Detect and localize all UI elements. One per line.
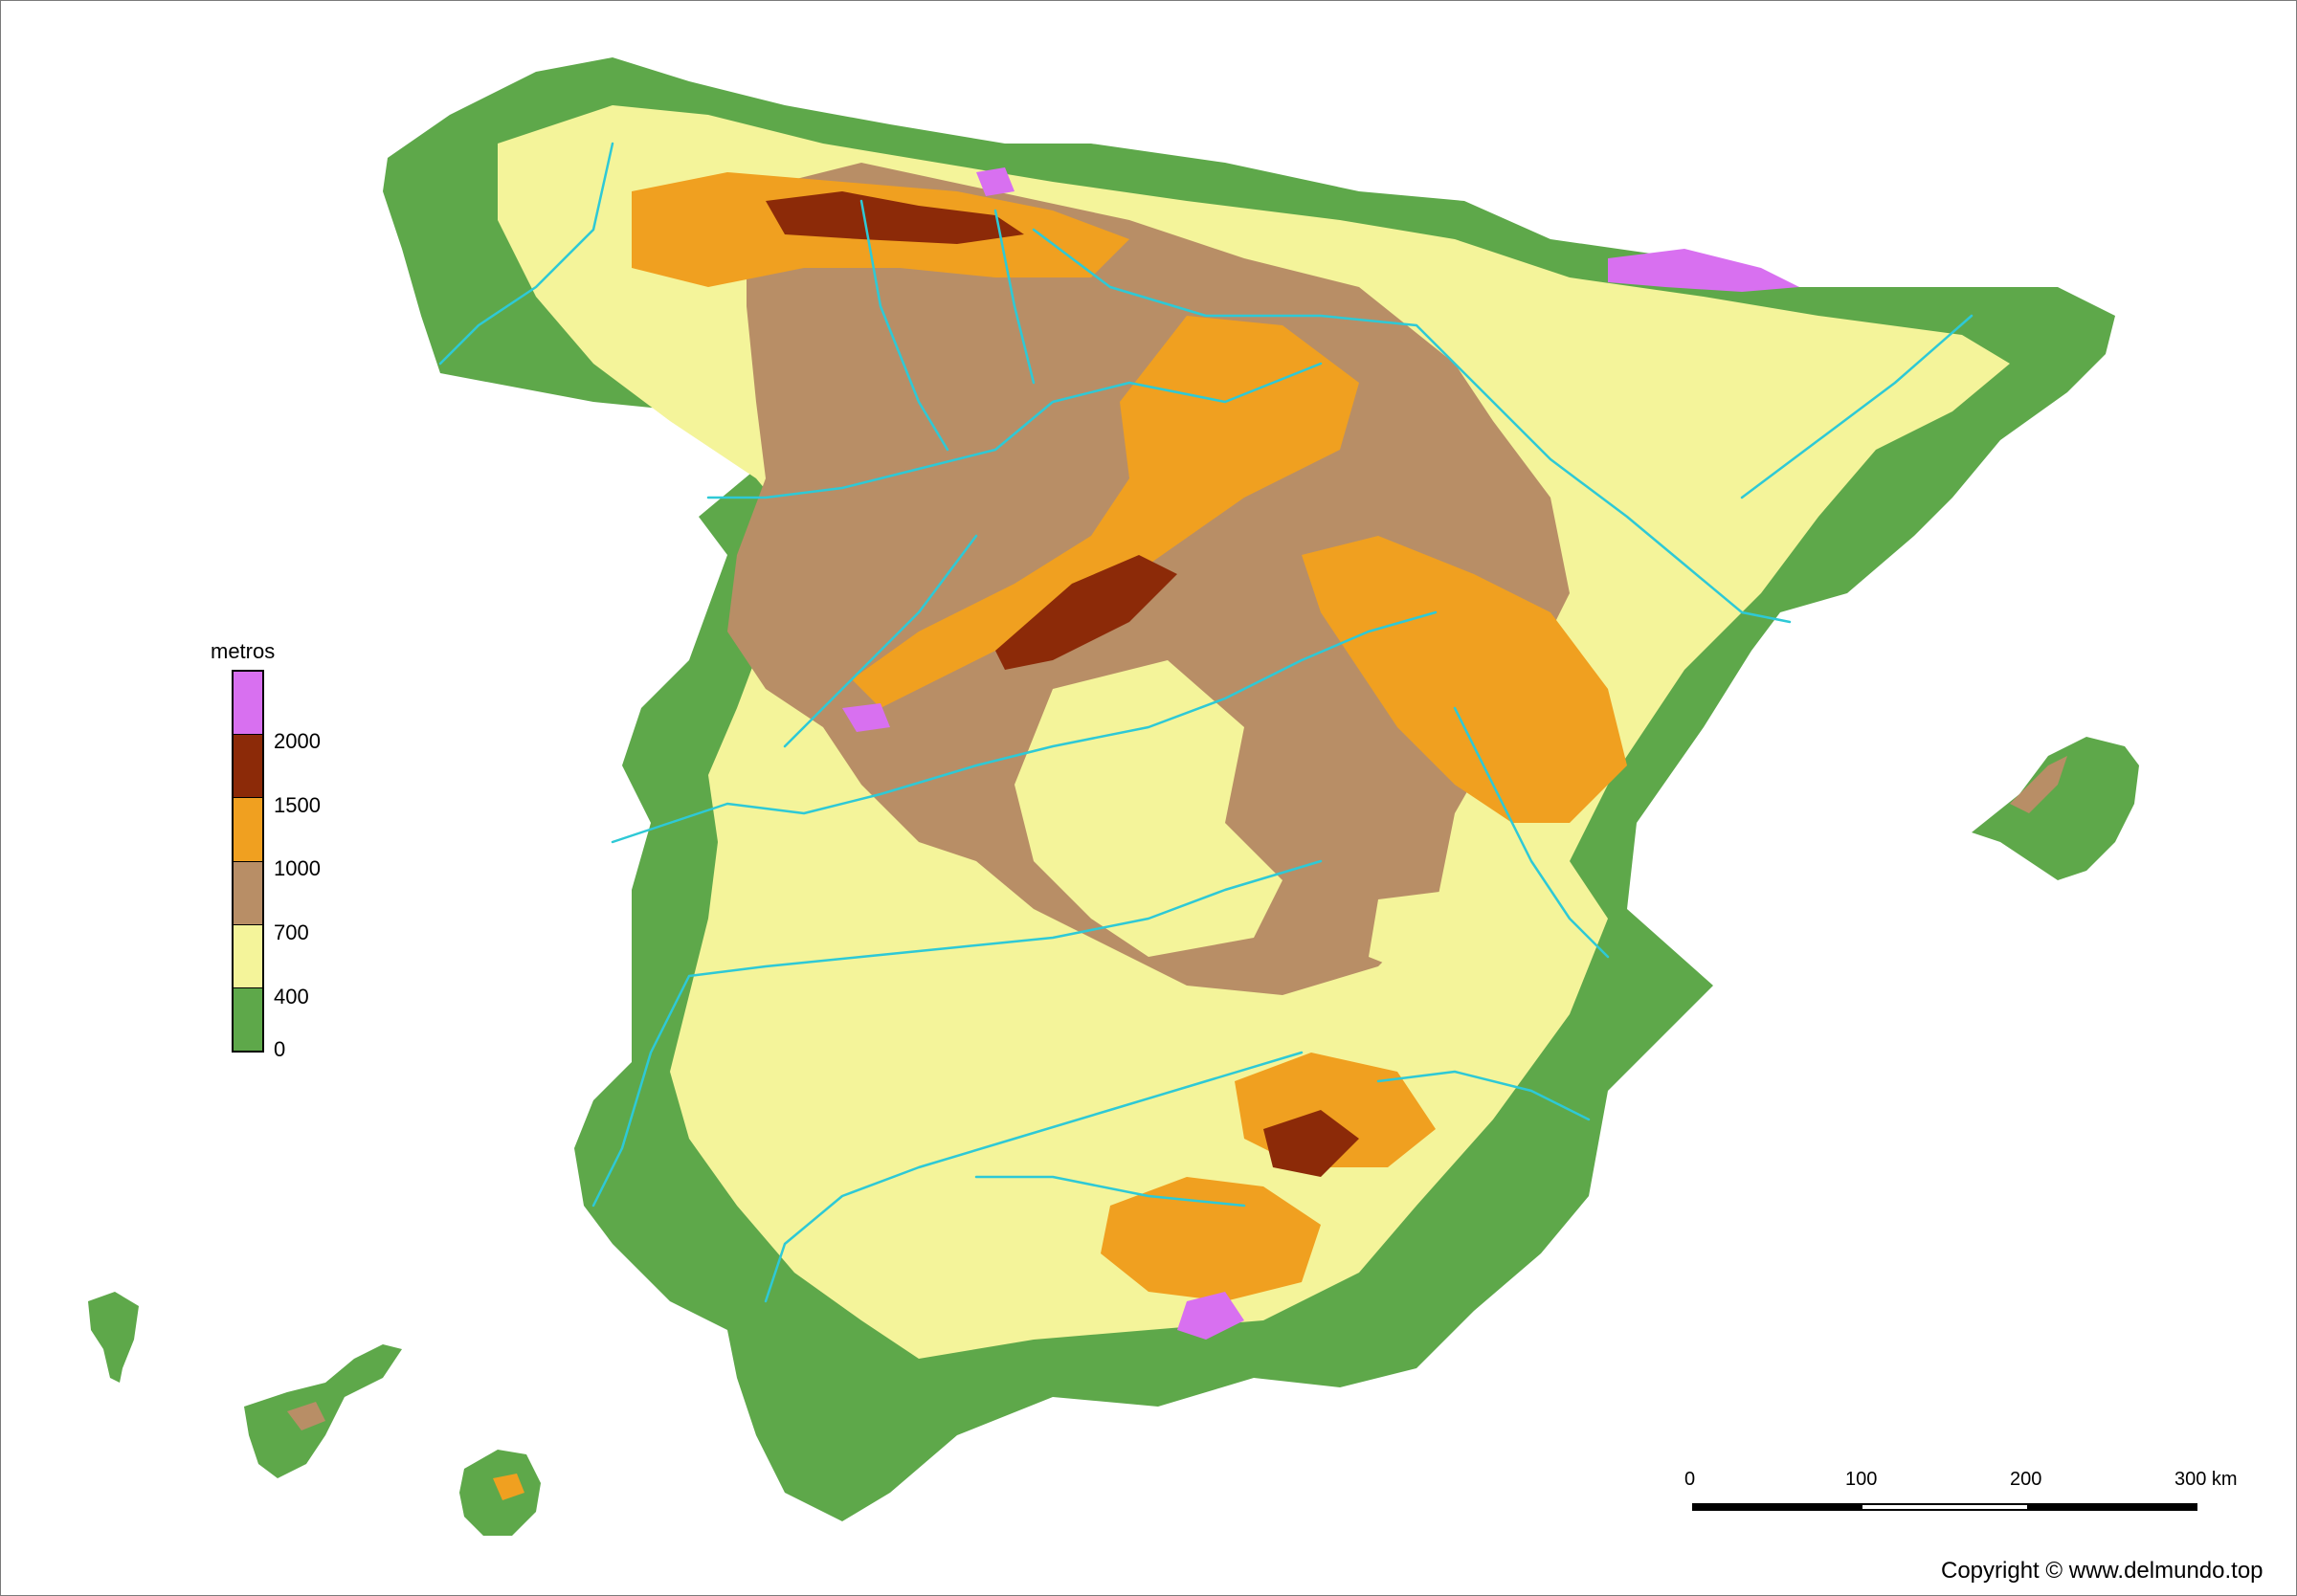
river-segura (1376, 1070, 1591, 1121)
legend-label-1500: 1500 (274, 793, 321, 817)
river-segre (1740, 314, 1974, 499)
river-tajo (611, 610, 1438, 844)
scale-bar: 0 100 200 300 km (1684, 1469, 2259, 1526)
legend-label-700: 700 (274, 920, 309, 944)
mallorca-highland (2010, 756, 2067, 813)
rivers (438, 142, 1974, 1303)
legend-swatch-4 (234, 924, 262, 988)
legend-swatch-0 (234, 672, 262, 736)
river-mino (438, 142, 614, 366)
legend-color-bar (232, 670, 264, 1053)
river-alagon (783, 534, 978, 748)
tenerife (244, 1344, 402, 1478)
river-esla (859, 199, 949, 452)
scale-segment-3 (2029, 1503, 2197, 1511)
peninsula-1000-plain-south (1015, 660, 1474, 976)
legend-label-0: 0 (274, 1037, 286, 1061)
peninsula-1500-2000-south (1263, 1110, 1359, 1177)
gran-canaria-peak (493, 1474, 524, 1500)
legend-swatch-3 (234, 861, 262, 925)
scale-label-200: 200 (2010, 1469, 2042, 1490)
river-genil (974, 1175, 1246, 1208)
scale-label-0: 0 (1684, 1469, 1696, 1490)
elevation-legend: metros 2000 1500 1000 700 400 0 (211, 639, 402, 1060)
peninsula-1000-1500-iberico (1302, 536, 1627, 823)
tenerife-peak (287, 1402, 325, 1430)
river-jucar (1453, 706, 1610, 959)
legend-label-400: 400 (274, 985, 309, 1009)
scale-segment-1 (1692, 1503, 1861, 1511)
legend-title: metros (211, 639, 276, 663)
peninsula-1000-1500-sierra-nevada (1101, 1177, 1321, 1301)
legend-swatch-1 (234, 735, 262, 799)
copyright-notice: Copyright © www.delmundo.top (1941, 1558, 2264, 1584)
peninsula (383, 57, 2115, 1521)
legend-label-2000: 2000 (274, 729, 321, 753)
river-guadalquivir (764, 1051, 1304, 1303)
legend-swatch-5 (234, 987, 262, 1052)
mallorca (1972, 737, 2139, 880)
scale-segment-2 (1861, 1503, 2029, 1511)
river-ebro (1032, 228, 1792, 624)
canary-islands (88, 1292, 541, 1536)
river-duero (706, 362, 1323, 499)
river-guadiana (591, 859, 1323, 1208)
peninsula-1000-1500-north (852, 316, 1359, 708)
la-palma (88, 1292, 139, 1383)
legend-swatch-2 (234, 798, 262, 862)
balearic-islands (1972, 737, 2139, 880)
legend-label-1000: 1000 (274, 856, 321, 880)
scale-label-300: 300 km (2174, 1469, 2238, 1490)
peninsula-1500-2000-central (995, 555, 1177, 670)
scale-label-100: 100 (1845, 1469, 1878, 1490)
peninsula-1500-2000-north (766, 191, 1024, 244)
peninsula-2000-plus (842, 167, 1799, 1340)
river-pisuerga (993, 209, 1036, 385)
